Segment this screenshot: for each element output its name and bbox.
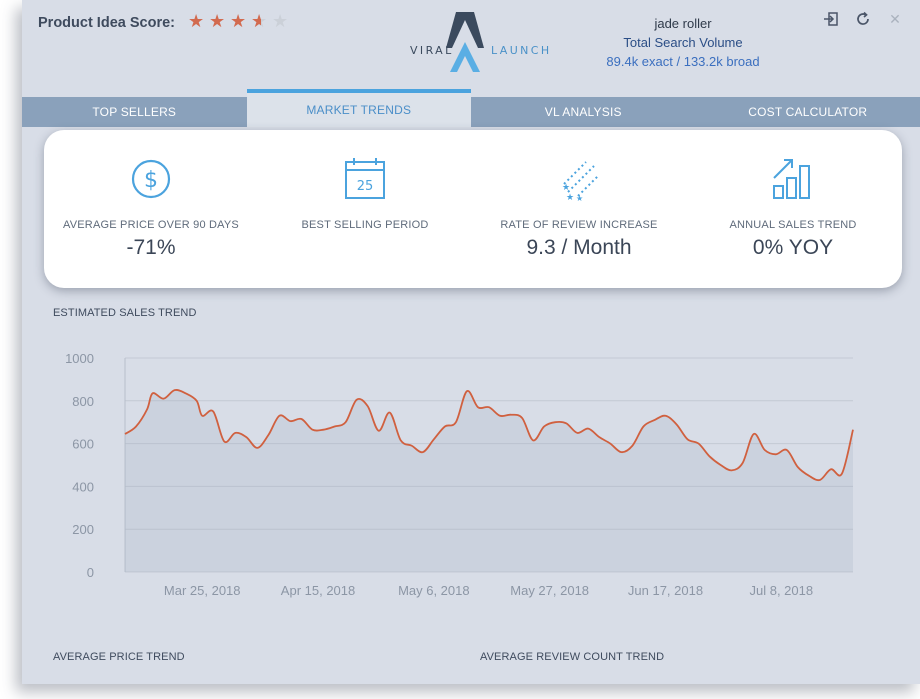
stat-best-selling-period: 25 BEST SELLING PERIOD: [258, 130, 472, 288]
logo-text-viral: VIRAL: [410, 44, 454, 57]
star-icon: ★: [272, 11, 289, 31]
svg-text:★: ★: [562, 182, 570, 192]
sales-trend-chart: 0 200 400 600 800 1000 Mar 25, 2018 Apr 15, 201…: [65, 351, 854, 598]
growth-chart-icon: [773, 159, 810, 199]
series-line: [124, 389, 854, 482]
calendar-day: 25: [357, 179, 374, 194]
shooting-stars-icon: ★ ★ ★: [562, 161, 599, 202]
tab-cost-calculator[interactable]: COST CALCULATOR: [748, 105, 868, 119]
x-tick-label: May 6, 2018: [398, 583, 470, 598]
stat-label: AVERAGE PRICE OVER 90 DAYS: [63, 219, 239, 231]
y-tick-label: 200: [72, 522, 94, 537]
stat-average-price: $ AVERAGE PRICE OVER 90 DAYS -71%: [44, 130, 258, 288]
tab-market-trends[interactable]: MARKET TRENDS: [246, 89, 471, 127]
x-tick-label: Apr 15, 2018: [281, 583, 355, 598]
product-idea-score-label: Product Idea Score:: [38, 15, 175, 31]
dollar-circle-icon: $: [131, 159, 171, 199]
y-tick-label: 1000: [65, 351, 94, 366]
star-icon: ★: [188, 11, 205, 31]
y-tick-label: 0: [87, 565, 94, 580]
review-count-trend-title: AVERAGE REVIEW COUNT TREND: [480, 651, 665, 663]
app-window: Product Idea Score: ★ ★ ★ ★ ★ VIRAL LAUN…: [22, 0, 920, 684]
logo-text-launch: LAUNCH: [491, 44, 552, 57]
tab-vl-analysis[interactable]: VL ANALYSIS: [544, 105, 622, 119]
close-icon[interactable]: ✕: [889, 10, 901, 27]
header-actions: ✕: [822, 10, 904, 28]
x-tick-label: Jun 17, 2018: [628, 583, 703, 598]
keyword-summary: jade roller Total Search Volume 89.4k ex…: [588, 14, 778, 71]
market-stats-card: $ AVERAGE PRICE OVER 90 DAYS -71% 25 BES…: [44, 130, 902, 288]
series-area: [125, 389, 853, 572]
search-volume-value: 89.4k exact / 133.2k broad: [606, 54, 760, 69]
tab-bar: TOP SELLERS MARKET TRENDS VL ANALYSIS CO…: [22, 89, 920, 127]
stat-annual-sales-trend: ANNUAL SALES TREND 0% YOY: [686, 130, 900, 288]
x-tick-label: Mar 25, 2018: [164, 583, 241, 598]
stat-value: 0% YOY: [752, 236, 834, 259]
x-tick-label: Jul 8, 2018: [749, 583, 813, 598]
y-tick-label: 600: [72, 437, 94, 452]
price-trend-title: AVERAGE PRICE TREND: [53, 651, 185, 663]
rating-stars: ★ ★ ★ ★ ★: [188, 11, 291, 31]
stat-value: -71%: [126, 236, 176, 259]
sales-trend-title: ESTIMATED SALES TREND: [53, 307, 197, 319]
refresh-icon[interactable]: [854, 10, 872, 28]
stat-label: RATE OF REVIEW INCREASE: [500, 219, 658, 231]
x-tick-label: May 27, 2018: [510, 583, 589, 598]
stat-label: ANNUAL SALES TREND: [729, 219, 857, 231]
star-icon: ★: [251, 11, 270, 31]
svg-text:$: $: [144, 168, 158, 193]
star-icon: ★: [230, 11, 247, 31]
logo-mark-icon: [446, 12, 484, 72]
viral-launch-logo: VIRAL LAUNCH: [408, 8, 549, 74]
stat-review-increase: ★ ★ ★ RATE OF REVIEW INCREASE 9.3 / Mont…: [472, 130, 686, 288]
stat-value: 9.3 / Month: [526, 236, 632, 259]
sign-in-icon[interactable]: [822, 10, 840, 28]
svg-text:★: ★: [566, 192, 574, 202]
stat-label: BEST SELLING PERIOD: [301, 219, 429, 231]
y-tick-label: 800: [72, 394, 94, 409]
calendar-icon: 25: [345, 158, 385, 199]
star-icon: ★: [209, 11, 226, 31]
keyword-name: jade roller: [654, 16, 712, 31]
search-volume-title: Total Search Volume: [623, 35, 743, 50]
tab-top-sellers[interactable]: TOP SELLERS: [92, 105, 177, 119]
svg-text:★: ★: [576, 194, 583, 202]
y-tick-label: 400: [72, 479, 94, 494]
